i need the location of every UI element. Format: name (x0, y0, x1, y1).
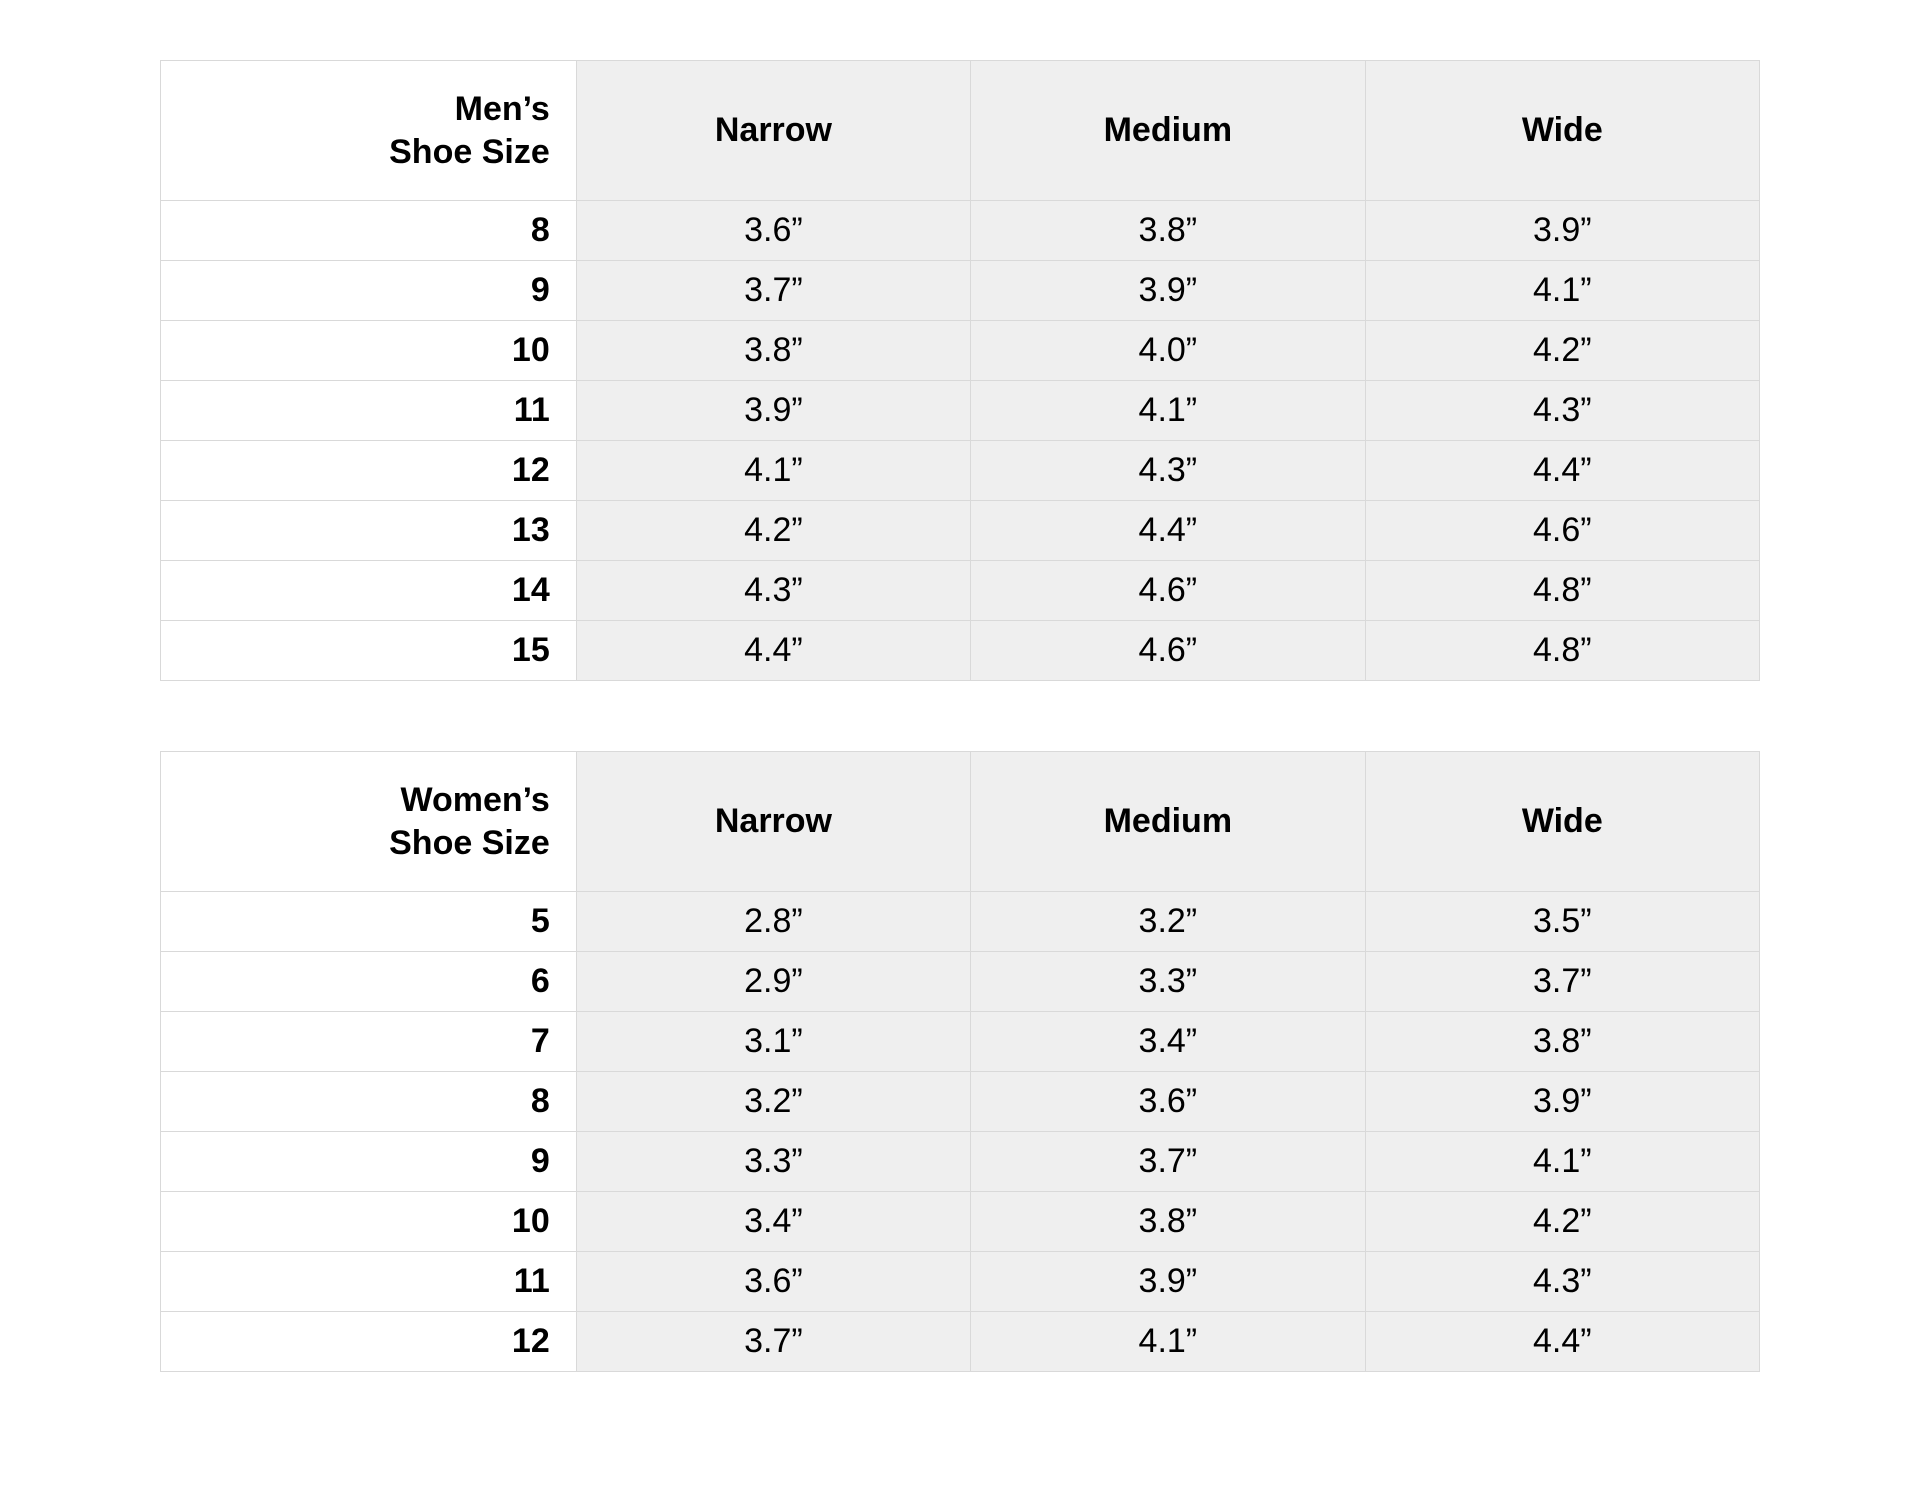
wide-cell: 4.1” (1365, 1132, 1759, 1192)
narrow-header: Narrow (576, 752, 970, 892)
narrow-cell: 2.9” (576, 952, 970, 1012)
size-cell: 13 (161, 501, 577, 561)
table-row: 15 4.4” 4.6” 4.8” (161, 621, 1760, 681)
narrow-header: Narrow (576, 61, 970, 201)
narrow-cell: 3.7” (576, 1312, 970, 1372)
table-row: 12 3.7” 4.1” 4.4” (161, 1312, 1760, 1372)
size-cell: 7 (161, 1012, 577, 1072)
mens-header-line2: Shoe Size (389, 133, 550, 171)
size-cell: 10 (161, 321, 577, 381)
wide-cell: 4.3” (1365, 1252, 1759, 1312)
medium-cell: 4.6” (971, 621, 1365, 681)
wide-cell: 4.2” (1365, 321, 1759, 381)
size-cell: 11 (161, 381, 577, 441)
narrow-cell: 3.6” (576, 201, 970, 261)
wide-cell: 4.8” (1365, 561, 1759, 621)
size-cell: 12 (161, 441, 577, 501)
size-cell: 9 (161, 261, 577, 321)
table-row: 13 4.2” 4.4” 4.6” (161, 501, 1760, 561)
wide-cell: 4.2” (1365, 1192, 1759, 1252)
narrow-cell: 4.1” (576, 441, 970, 501)
narrow-cell: 4.4” (576, 621, 970, 681)
size-cell: 5 (161, 892, 577, 952)
narrow-cell: 3.7” (576, 261, 970, 321)
table-row: 10 3.8” 4.0” 4.2” (161, 321, 1760, 381)
wide-header: Wide (1365, 61, 1759, 201)
medium-cell: 3.2” (971, 892, 1365, 952)
medium-cell: 3.9” (971, 1252, 1365, 1312)
size-cell: 8 (161, 201, 577, 261)
narrow-cell: 3.8” (576, 321, 970, 381)
table-row: 9 3.3” 3.7” 4.1” (161, 1132, 1760, 1192)
medium-cell: 3.6” (971, 1072, 1365, 1132)
size-cell: 6 (161, 952, 577, 1012)
narrow-cell: 3.1” (576, 1012, 970, 1072)
womens-size-header: Women’s Shoe Size (161, 752, 577, 892)
medium-header: Medium (971, 752, 1365, 892)
wide-cell: 4.4” (1365, 1312, 1759, 1372)
wide-cell: 4.4” (1365, 441, 1759, 501)
wide-cell: 3.9” (1365, 201, 1759, 261)
womens-tbody: 5 2.8” 3.2” 3.5” 6 2.9” 3.3” 3.7” 7 3.1”… (161, 892, 1760, 1372)
size-cell: 9 (161, 1132, 577, 1192)
narrow-cell: 4.3” (576, 561, 970, 621)
wide-cell: 4.1” (1365, 261, 1759, 321)
table-row: 8 3.2” 3.6” 3.9” (161, 1072, 1760, 1132)
medium-cell: 3.9” (971, 261, 1365, 321)
size-cell: 12 (161, 1312, 577, 1372)
table-row: 8 3.6” 3.8” 3.9” (161, 201, 1760, 261)
size-cell: 8 (161, 1072, 577, 1132)
wide-cell: 3.8” (1365, 1012, 1759, 1072)
narrow-cell: 4.2” (576, 501, 970, 561)
size-cell: 10 (161, 1192, 577, 1252)
mens-size-table: Men’s Shoe Size Narrow Medium Wide 8 3.6… (160, 60, 1760, 681)
table-row: 9 3.7” 3.9” 4.1” (161, 261, 1760, 321)
wide-cell: 3.9” (1365, 1072, 1759, 1132)
narrow-cell: 3.9” (576, 381, 970, 441)
medium-cell: 4.3” (971, 441, 1365, 501)
medium-cell: 4.1” (971, 1312, 1365, 1372)
medium-cell: 3.3” (971, 952, 1365, 1012)
medium-cell: 4.1” (971, 381, 1365, 441)
size-cell: 11 (161, 1252, 577, 1312)
womens-size-table: Women’s Shoe Size Narrow Medium Wide 5 2… (160, 751, 1760, 1372)
size-cell: 14 (161, 561, 577, 621)
table-row: 6 2.9” 3.3” 3.7” (161, 952, 1760, 1012)
wide-cell: 3.5” (1365, 892, 1759, 952)
table-row: 11 3.9” 4.1” 4.3” (161, 381, 1760, 441)
medium-cell: 4.0” (971, 321, 1365, 381)
table-row: 10 3.4” 3.8” 4.2” (161, 1192, 1760, 1252)
womens-header-line2: Shoe Size (389, 824, 550, 862)
wide-cell: 3.7” (1365, 952, 1759, 1012)
wide-cell: 4.8” (1365, 621, 1759, 681)
wide-cell: 4.6” (1365, 501, 1759, 561)
narrow-cell: 3.2” (576, 1072, 970, 1132)
wide-cell: 4.3” (1365, 381, 1759, 441)
narrow-cell: 3.4” (576, 1192, 970, 1252)
size-cell: 15 (161, 621, 577, 681)
medium-cell: 3.8” (971, 201, 1365, 261)
narrow-cell: 3.6” (576, 1252, 970, 1312)
table-row: 12 4.1” 4.3” 4.4” (161, 441, 1760, 501)
mens-size-header: Men’s Shoe Size (161, 61, 577, 201)
page: Men’s Shoe Size Narrow Medium Wide 8 3.6… (0, 0, 1920, 1502)
table-row: 11 3.6” 3.9” 4.3” (161, 1252, 1760, 1312)
medium-cell: 4.6” (971, 561, 1365, 621)
mens-header-line1: Men’s (455, 90, 550, 128)
medium-cell: 3.4” (971, 1012, 1365, 1072)
medium-header: Medium (971, 61, 1365, 201)
table-row: 14 4.3” 4.6” 4.8” (161, 561, 1760, 621)
table-header-row: Men’s Shoe Size Narrow Medium Wide (161, 61, 1760, 201)
mens-tbody: 8 3.6” 3.8” 3.9” 9 3.7” 3.9” 4.1” 10 3.8… (161, 201, 1760, 681)
womens-header-line1: Women’s (400, 781, 549, 819)
medium-cell: 3.7” (971, 1132, 1365, 1192)
table-row: 5 2.8” 3.2” 3.5” (161, 892, 1760, 952)
narrow-cell: 2.8” (576, 892, 970, 952)
medium-cell: 4.4” (971, 501, 1365, 561)
medium-cell: 3.8” (971, 1192, 1365, 1252)
table-row: 7 3.1” 3.4” 3.8” (161, 1012, 1760, 1072)
narrow-cell: 3.3” (576, 1132, 970, 1192)
table-header-row: Women’s Shoe Size Narrow Medium Wide (161, 752, 1760, 892)
wide-header: Wide (1365, 752, 1759, 892)
